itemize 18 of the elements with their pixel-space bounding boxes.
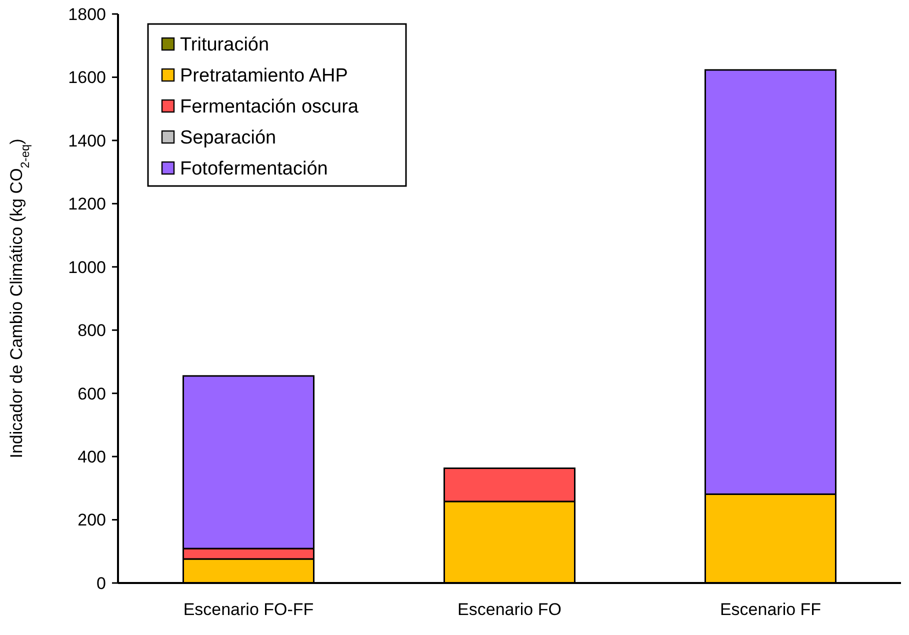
legend-label: Pretratamiento AHP xyxy=(180,66,348,87)
y-tick-label: 1000 xyxy=(68,258,106,277)
y-tick-label: 1600 xyxy=(68,68,106,88)
legend-label: Fotofermentación xyxy=(180,158,328,180)
legend-label: Separación xyxy=(180,128,276,149)
x-tick-label: Escenario FO xyxy=(458,600,562,619)
y-tick-label: 200 xyxy=(78,510,106,530)
y-tick-label: 0 xyxy=(96,574,106,593)
legend-label: Trituración xyxy=(180,34,270,56)
y-tick-label: 1400 xyxy=(68,131,106,150)
legend-label: Fermentación oscura xyxy=(180,96,359,118)
y-tick-label: 800 xyxy=(78,321,106,340)
y-tick-label: 1800 xyxy=(68,4,106,24)
x-tick-label: Escenario FF xyxy=(720,600,822,619)
y-tick-label: 1200 xyxy=(68,194,106,214)
x-tick-label: Escenario FO-FF xyxy=(183,600,314,619)
y-tick-label: 600 xyxy=(78,384,106,404)
y-tick-label: 400 xyxy=(78,448,106,467)
